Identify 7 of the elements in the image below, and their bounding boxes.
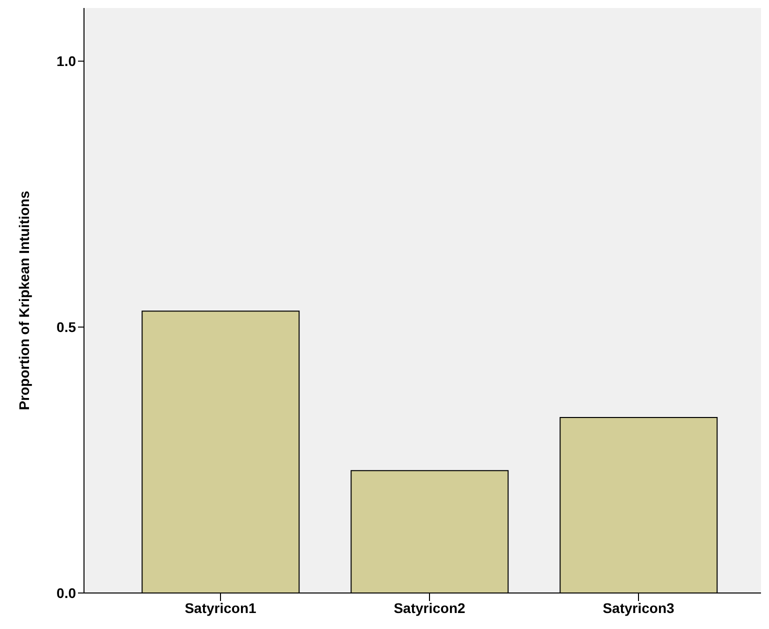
y-tick-label: 1.0 <box>56 53 76 70</box>
y-tick-label: 0.5 <box>56 319 76 336</box>
y-axis-title: Proportion of Kripkean Intuitions <box>16 190 32 410</box>
x-tick-label: Satyricon1 <box>184 600 257 616</box>
y-tick-label: 0.0 <box>56 584 76 601</box>
x-tick-label: Satyricon2 <box>394 600 466 616</box>
x-tick-label: Satyricon3 <box>602 600 675 616</box>
